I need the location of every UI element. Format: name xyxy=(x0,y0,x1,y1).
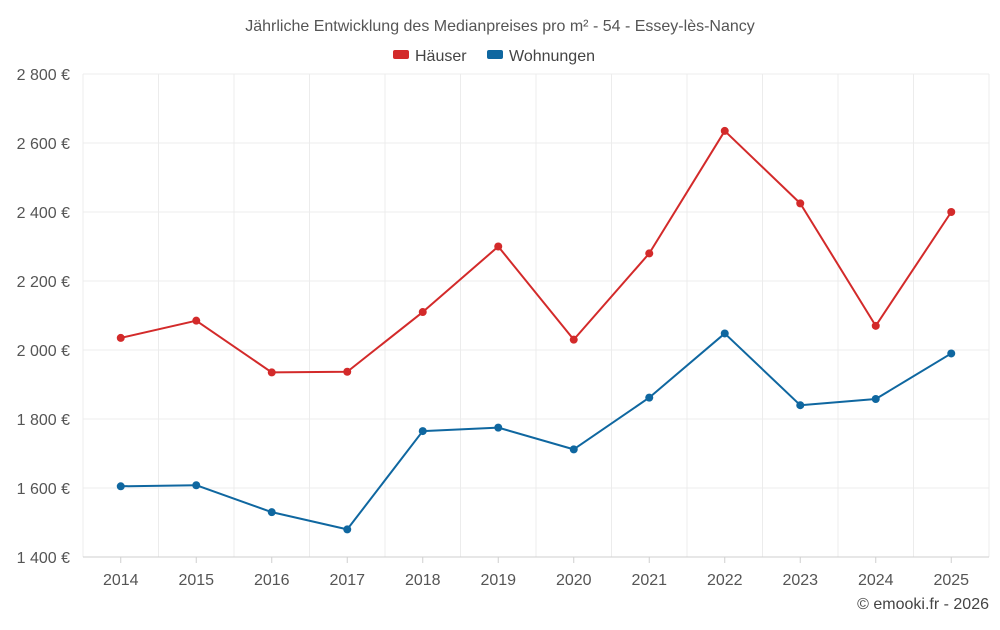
data-point-haeuser[interactable] xyxy=(569,335,578,344)
data-point-haeuser[interactable] xyxy=(418,308,427,317)
legend: Häuser Wohnungen xyxy=(393,48,595,65)
legend-swatch-haeuser xyxy=(393,50,409,59)
x-tick-label: 2023 xyxy=(782,572,818,589)
data-point-wohnungen[interactable] xyxy=(343,525,352,534)
x-tick-label: 2016 xyxy=(254,572,290,589)
credit-text: © emooki.fr - 2026 xyxy=(857,596,989,613)
data-point-wohnungen[interactable] xyxy=(720,329,729,338)
x-tick-label: 2021 xyxy=(631,572,667,589)
data-point-wohnungen[interactable] xyxy=(192,481,201,490)
data-point-haeuser[interactable] xyxy=(720,126,729,135)
data-point-wohnungen[interactable] xyxy=(947,349,956,358)
x-tick-label: 2014 xyxy=(103,572,139,589)
data-point-wohnungen[interactable] xyxy=(494,423,503,432)
data-point-haeuser[interactable] xyxy=(192,316,201,325)
data-point-wohnungen[interactable] xyxy=(796,401,805,410)
grid-layer xyxy=(82,73,990,557)
data-point-haeuser[interactable] xyxy=(116,333,125,342)
series-layer xyxy=(116,126,956,534)
x-tick-label: 2018 xyxy=(405,572,441,589)
x-tick-label: 2022 xyxy=(707,572,743,589)
data-point-wohnungen[interactable] xyxy=(569,445,578,454)
legend-label-haeuser: Häuser xyxy=(415,48,467,65)
data-point-wohnungen[interactable] xyxy=(645,393,654,402)
chart-title: Jährliche Entwicklung des Medianpreises … xyxy=(245,18,755,35)
y-tick-label: 2 800 € xyxy=(17,67,70,84)
legend-item-wohnungen[interactable]: Wohnungen xyxy=(487,48,595,65)
series-line-wohnungen xyxy=(120,332,952,531)
data-point-wohnungen[interactable] xyxy=(116,482,125,491)
axis-layer: 1 400 € 1 600 € 1 800 € 2 000 € 2 200 € 2 400… xyxy=(17,67,989,589)
x-tick-label: 2020 xyxy=(556,572,592,589)
y-tick-label: 2 000 € xyxy=(17,343,70,360)
data-point-haeuser[interactable] xyxy=(343,367,352,376)
data-point-haeuser[interactable] xyxy=(267,368,276,377)
data-point-haeuser[interactable] xyxy=(645,249,654,258)
y-tick-label: 1 600 € xyxy=(17,481,70,498)
series-line-haeuser xyxy=(120,129,953,374)
x-tick-label: 2015 xyxy=(178,572,214,589)
legend-item-haeuser[interactable]: Häuser xyxy=(393,48,467,65)
data-point-haeuser[interactable] xyxy=(871,321,880,330)
data-point-haeuser[interactable] xyxy=(796,199,805,208)
data-point-haeuser[interactable] xyxy=(947,208,956,216)
data-point-wohnungen[interactable] xyxy=(418,427,427,436)
x-tick-label: 2024 xyxy=(858,572,894,589)
data-point-wohnungen[interactable] xyxy=(267,508,276,517)
y-tick-label: 2 400 € xyxy=(17,205,70,222)
x-tick-label: 2017 xyxy=(329,572,365,589)
y-tick-label: 2 600 € xyxy=(17,136,70,153)
legend-label-wohnungen: Wohnungen xyxy=(509,48,595,65)
data-point-wohnungen[interactable] xyxy=(871,394,880,403)
y-tick-label: 1 800 € xyxy=(17,412,70,429)
x-tick-label: 2019 xyxy=(480,572,516,589)
x-tick-label: 2025 xyxy=(933,572,969,589)
data-point-haeuser[interactable] xyxy=(494,242,503,251)
legend-swatch-wohnungen xyxy=(487,50,503,59)
y-tick-label: 2 200 € xyxy=(17,274,70,291)
y-tick-label: 1 400 € xyxy=(17,550,70,567)
